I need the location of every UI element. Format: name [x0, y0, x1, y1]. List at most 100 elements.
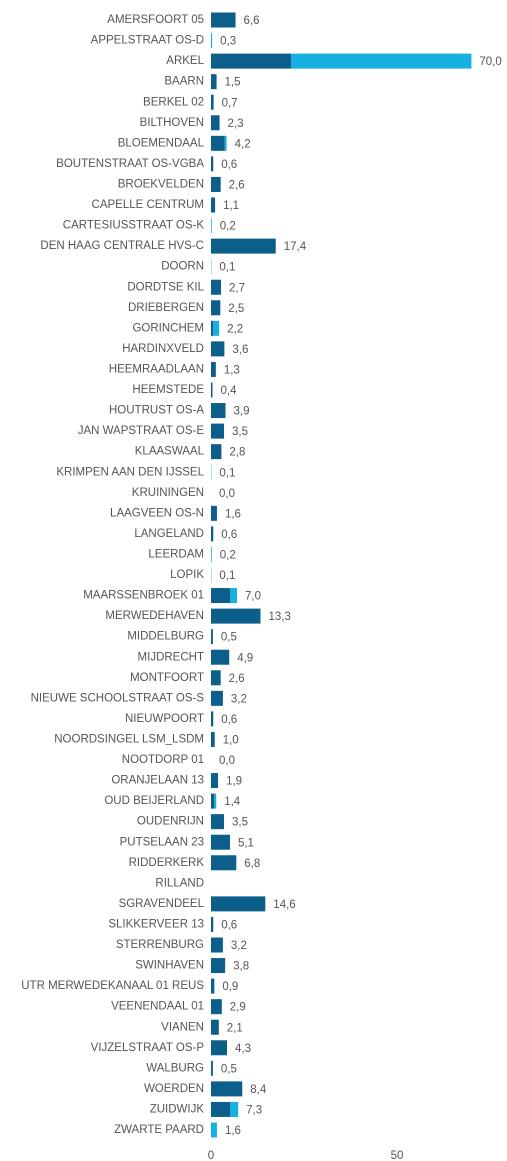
bar-segment	[211, 33, 213, 49]
value-label: 2,8	[229, 447, 245, 459]
bar-segment	[211, 978, 215, 994]
x-tick-label: 0	[208, 1150, 214, 1161]
value-label: 2,6	[229, 673, 245, 685]
value-label: 4,3	[235, 1043, 251, 1055]
bar-segment	[290, 53, 472, 69]
category-label: LANGELAND	[134, 528, 204, 540]
category-label: JAN WAPSTRAAT OS-E	[78, 425, 205, 437]
x-tick-label: 50	[391, 1150, 404, 1161]
value-label: 2,9	[230, 1002, 246, 1014]
category-label: RIDDERKERK	[129, 857, 205, 869]
bar-segment	[230, 1101, 239, 1117]
category-label: PUTSELAAN 23	[120, 836, 204, 848]
value-label: 6,8	[244, 858, 260, 870]
bar-segment	[211, 855, 237, 871]
value-label: 3,2	[231, 693, 247, 705]
category-label: LOPIK	[170, 569, 204, 581]
category-label: KRUININGEN	[132, 487, 204, 499]
value-label: 0,1	[219, 467, 235, 479]
bar-segment	[211, 916, 214, 932]
category-label: LAAGVEEN OS-N	[110, 507, 204, 519]
category-label: MIDDELBURG	[127, 631, 204, 643]
value-label: 1,6	[225, 1125, 241, 1137]
category-label: DRIEBERGEN	[128, 302, 204, 314]
bar-segment	[211, 649, 230, 665]
category-label: KLAASWAAL	[135, 446, 205, 458]
bar-segment	[211, 958, 226, 974]
value-label: 0,1	[219, 570, 235, 582]
category-label: ZUIDWIJK	[150, 1103, 205, 1115]
category-label: RILLAND	[155, 877, 204, 889]
value-label: 2,6	[229, 179, 245, 191]
category-label: MIJDRECHT	[138, 651, 204, 663]
category-label: CAPELLE CENTRUM	[92, 199, 204, 211]
value-label: 0,2	[220, 549, 236, 561]
category-label: DOORN	[161, 261, 204, 273]
value-label: 3,8	[233, 961, 249, 973]
category-label: VIJZELSTRAAT OS-P	[91, 1042, 205, 1054]
bar-segment	[211, 711, 214, 727]
bar-segment	[211, 1040, 227, 1056]
bar-segment	[211, 53, 291, 69]
category-label: HOUTRUST OS-A	[109, 405, 204, 417]
value-label: 0,7	[222, 97, 238, 109]
category-label: ZWARTE PAARD	[114, 1124, 204, 1136]
value-label: 2,7	[229, 282, 245, 294]
category-label: NOORDSINGEL LSM_LSDM	[54, 733, 204, 745]
value-label: 6,6	[244, 15, 260, 27]
category-label: KRIMPEN AAN DEN IJSSEL	[56, 466, 204, 478]
bar-segment	[211, 937, 223, 953]
value-label: 0,5	[221, 632, 237, 644]
bar-segment	[211, 1060, 213, 1076]
bar-segment	[211, 526, 214, 542]
value-label: 2,5	[228, 303, 244, 315]
value-label: 3,2	[231, 940, 247, 952]
category-label: VEENENDAAL 01	[111, 1001, 204, 1013]
value-label: 0,6	[221, 159, 237, 171]
category-label: DEN HAAG CENTRALE HVS-C	[40, 240, 204, 252]
value-label: 13,3	[268, 611, 290, 623]
bar-segment	[213, 320, 220, 336]
bar-segment	[211, 546, 212, 562]
bar-segment	[211, 505, 217, 521]
category-label: BILTHOVEN	[140, 117, 204, 129]
bar-segment	[211, 74, 217, 90]
value-label: 7,3	[246, 1104, 262, 1116]
value-label: 0,0	[219, 755, 235, 767]
category-label: LEERDAM	[148, 548, 204, 560]
value-label: 1,0	[223, 734, 239, 746]
bar-segment	[211, 793, 215, 809]
category-label: NIEUWE SCHOOLSTRAAT OS-S	[31, 692, 205, 704]
category-label: MERWEDEHAVEN	[105, 610, 204, 622]
category-label: BAARN	[164, 76, 204, 88]
category-label: BOUTENSTRAAT OS-VGBA	[56, 158, 204, 170]
value-label: 0,5	[221, 1063, 237, 1075]
category-label: OUD BEIJERLAND	[104, 795, 204, 807]
bar-segment	[211, 999, 222, 1015]
category-label: AMERSFOORT 05	[107, 14, 204, 26]
value-label: 1,9	[226, 776, 242, 788]
bar-segment	[211, 382, 213, 398]
value-label: 0,6	[221, 919, 237, 931]
category-label: HARDINXVELD	[122, 343, 204, 355]
value-label: 0,2	[220, 221, 236, 233]
category-label: WALBURG	[146, 1062, 204, 1074]
value-label: 4,2	[235, 138, 251, 150]
bar-segment	[224, 135, 227, 151]
bar-segment	[211, 320, 214, 336]
value-label: 3,9	[234, 406, 250, 418]
category-label: SWINHAVEN	[135, 960, 204, 972]
value-label: 1,3	[224, 364, 240, 376]
value-label: 1,6	[225, 508, 241, 520]
value-label: 0,3	[220, 36, 236, 48]
value-label: 8,4	[250, 1084, 267, 1096]
value-label: 0,0	[219, 488, 235, 500]
category-label: CARTESIUSSTRAAT OS-K	[63, 220, 205, 232]
bar-segment	[211, 896, 266, 912]
bar-segment	[211, 670, 221, 686]
category-label: WOERDEN	[144, 1083, 204, 1095]
bar-segment	[211, 197, 216, 213]
value-label: 0,4	[220, 385, 237, 397]
bar-segment	[211, 423, 225, 439]
